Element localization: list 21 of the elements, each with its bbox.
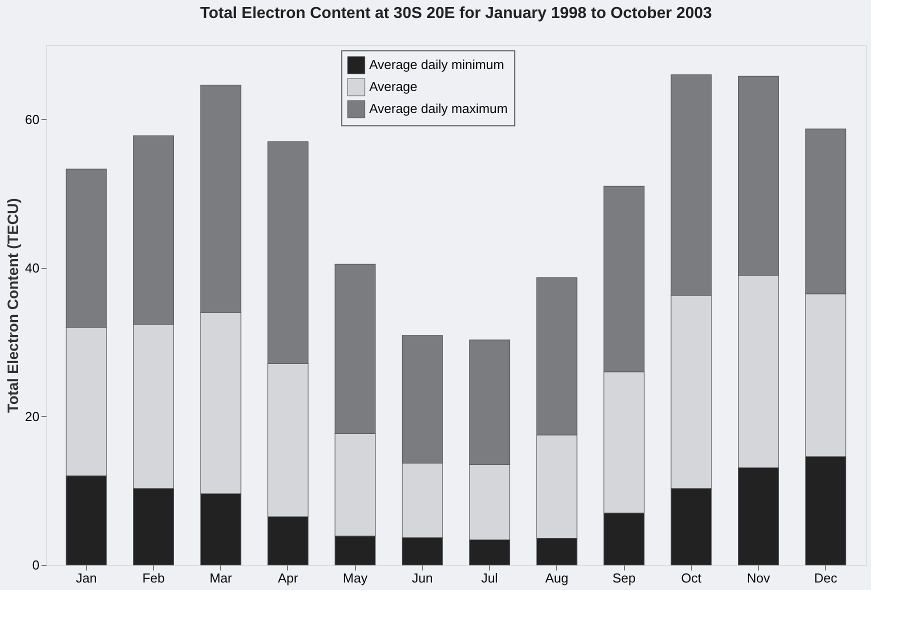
y-tick-label: 40 [25, 260, 40, 276]
x-tick-label: Mar [210, 570, 233, 586]
y-tick-label: 0 [32, 558, 40, 572]
chart-title: Total Electron Content at 30S 20E for January 1998 to October 2003 [200, 5, 712, 22]
x-tick-label: Dec [814, 570, 838, 586]
y-axis-title: Total Electron Content (TECU) [5, 198, 22, 413]
x-tick-label: Nov [746, 570, 771, 586]
x-tick-label: May [342, 570, 368, 586]
legend-label: Average daily maximum [369, 101, 508, 116]
x-tick-label: Aug [545, 570, 568, 586]
y-tick-label: 20 [25, 408, 40, 424]
y-tick-label: 60 [25, 112, 40, 127]
legend-label: Average [369, 79, 418, 94]
x-tick-label: Jan [76, 570, 97, 586]
x-tick-label: Jun [412, 570, 433, 586]
x-tick-label: Sep [612, 570, 636, 586]
x-tick-label: Apr [278, 570, 299, 586]
x-tick-label: Oct [681, 570, 702, 586]
legend-label: Average daily minimum [369, 57, 504, 72]
x-tick-label: Feb [142, 570, 165, 586]
x-tick-label: Jul [481, 570, 498, 586]
